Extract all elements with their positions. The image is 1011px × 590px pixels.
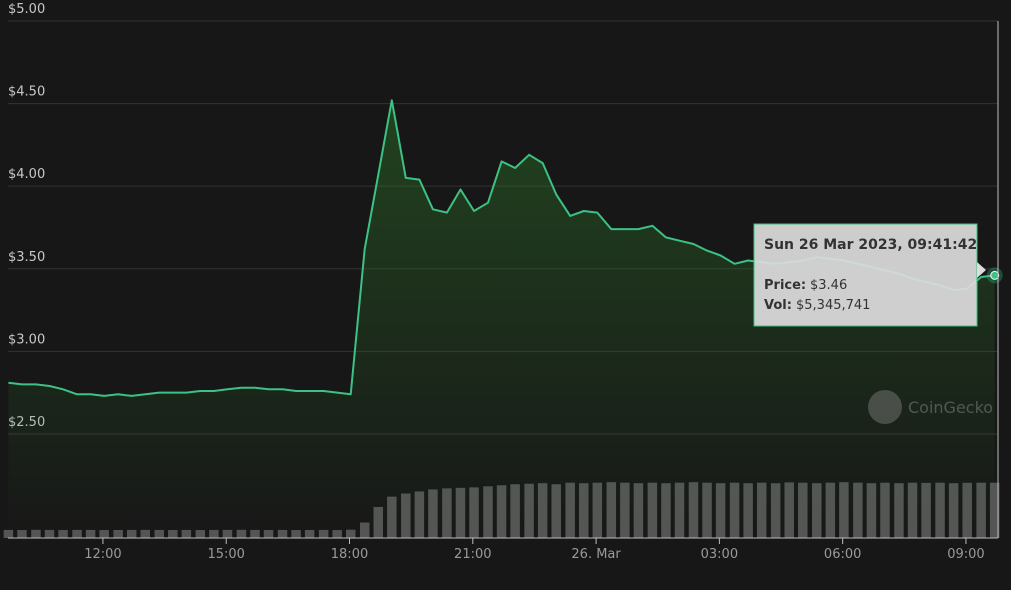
price-area — [8, 100, 995, 539]
tooltip-value: $3.46 — [810, 278, 847, 293]
tooltip-pointer — [977, 262, 986, 278]
x-tick-label: 26. Mar — [571, 547, 621, 562]
y-tick-label: $3.00 — [8, 332, 45, 347]
x-tick-label: 18:00 — [331, 547, 368, 562]
watermark-logo — [868, 390, 902, 424]
x-tick-label: 09:00 — [947, 547, 984, 562]
y-tick-label: $3.50 — [8, 250, 45, 265]
tooltip: Sun 26 Mar 2023, 09:41:42 Price: $3.46 V… — [753, 223, 986, 327]
tooltip-label: Vol: — [764, 298, 792, 313]
y-tick-label: $4.00 — [8, 167, 45, 182]
hover-point — [990, 270, 1000, 280]
tooltip-title: Sun 26 Mar 2023, 09:41:42 — [764, 237, 977, 253]
x-tick-label: 03:00 — [701, 547, 738, 562]
tooltip-value: $5,345,741 — [796, 298, 870, 313]
volume-bar — [989, 482, 1000, 538]
tooltip-box — [753, 223, 978, 327]
x-tick-label: 15:00 — [207, 547, 244, 562]
x-tick-label: 12:00 — [84, 547, 121, 562]
tooltip-label: Price: — [764, 278, 806, 293]
watermark: CoinGecko — [868, 390, 993, 424]
x-tick-label: 06:00 — [824, 547, 861, 562]
y-tick-label: $4.50 — [8, 85, 45, 100]
y-tick-label: $5.00 — [8, 2, 45, 17]
x-tick-label: 21:00 — [454, 547, 491, 562]
watermark-text: CoinGecko — [908, 398, 993, 417]
